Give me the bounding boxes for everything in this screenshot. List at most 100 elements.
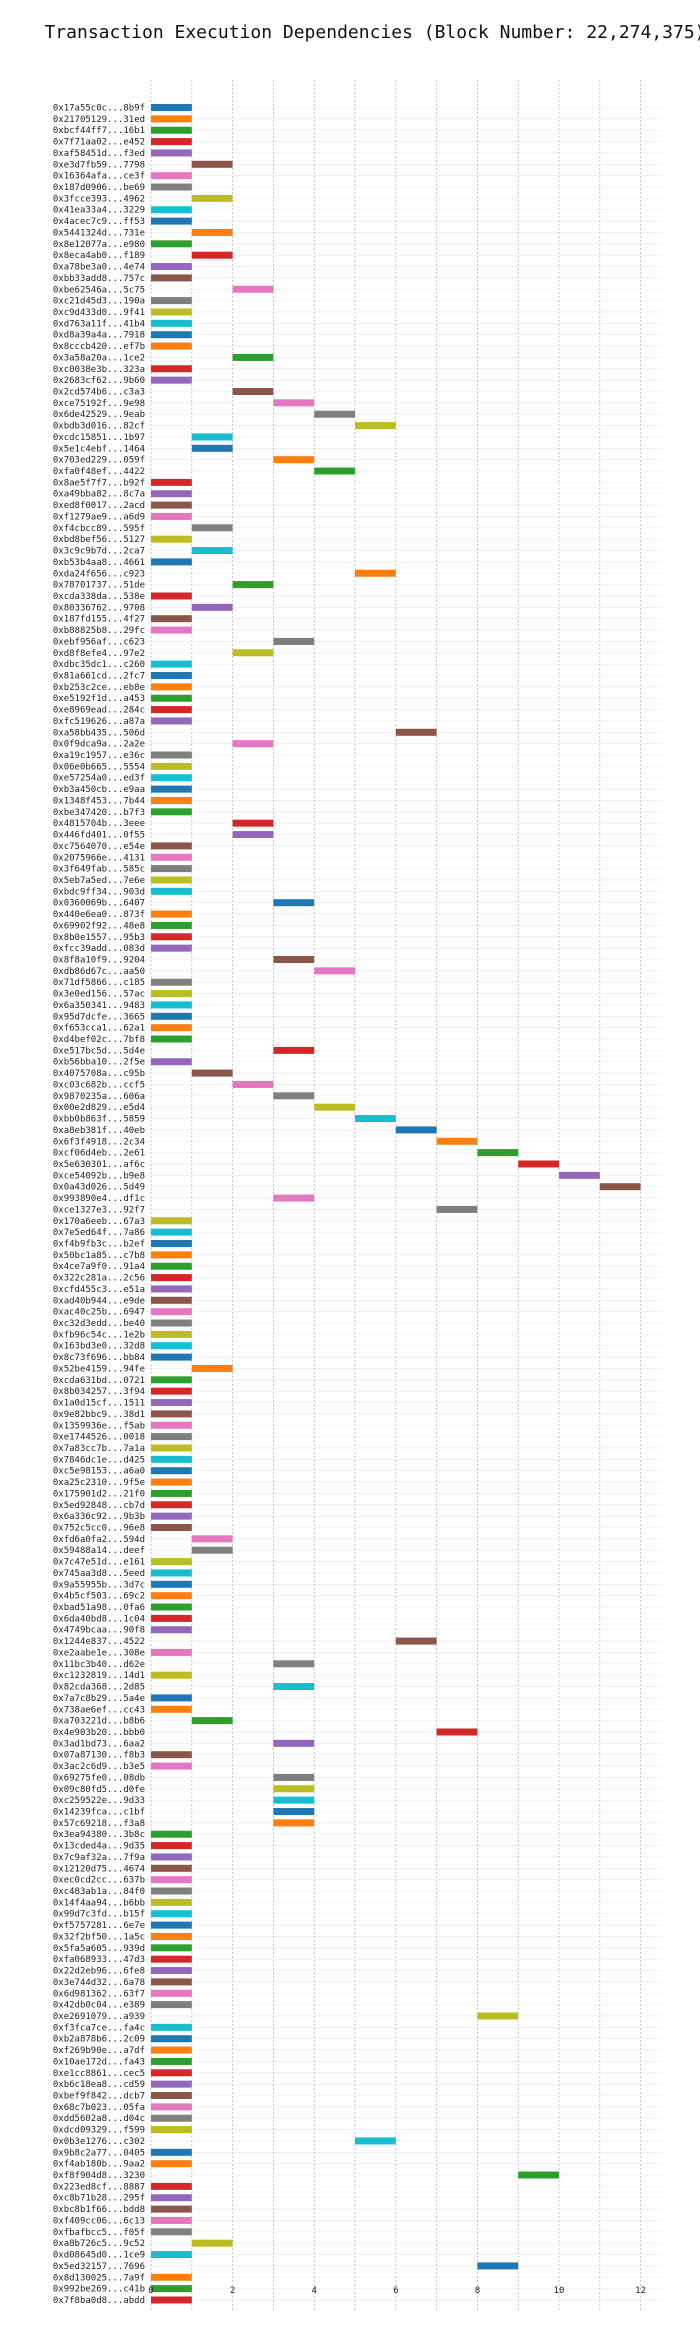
y-tick-label: 0x3c9c9b7d...2ca7 (53, 547, 145, 557)
tx-bar (151, 512, 192, 520)
y-tick-label: 0xf4b9fb3c...b2ef (53, 1240, 145, 1250)
tx-bar (151, 762, 192, 770)
tx-bar (151, 1467, 192, 1475)
y-tick-label: 0x12120d75...4674 (53, 1864, 145, 1874)
y-tick-label: 0x175901d2...21f0 (53, 1489, 145, 1499)
x-tick-labels: 0 2 4 6 8 10 12 (148, 2286, 646, 2296)
y-tick-label: 0xe57254a0...ed3f (53, 774, 145, 784)
y-tick-label: 0xd8a39a4a...7918 (53, 331, 145, 341)
y-tick-label: 0xa25c2310...9f5e (53, 1478, 145, 1488)
tx-bar (151, 1864, 192, 1872)
tx-bar (151, 785, 192, 793)
y-tick-label: 0x13cded4a...9d35 (53, 1842, 145, 1852)
y-tick-label: 0xc03c682b...ccf5 (53, 1080, 145, 1090)
y-tick-label: 0x0a43d026...5d49 (53, 1183, 145, 1193)
tx-bar (395, 1637, 437, 1645)
tx-bar (232, 581, 274, 589)
tx-bar (191, 603, 233, 611)
tx-bar (151, 1898, 192, 1906)
y-tick-label: 0x3ea94380...3b8c (53, 1830, 145, 1840)
tx-bar (151, 1978, 192, 1986)
y-tick-label: 0x446fd401...0f55 (53, 831, 145, 841)
tx-bar (151, 1762, 192, 1770)
tx-bar (151, 2103, 192, 2111)
tx-bar (436, 1205, 478, 1213)
y-tick-label: 0xbd8bef56...5127 (53, 535, 145, 545)
y-tick-label: 0xc8b71b28...295f (53, 2194, 145, 2204)
tx-bar (151, 217, 192, 225)
tx-bar (191, 547, 233, 555)
y-tick-label: 0x8cccb420...ef7b (53, 342, 145, 352)
tx-bar (518, 1160, 559, 1168)
tx-bar (151, 1910, 192, 1918)
y-tick-label: 0x0f9dca9a...2a2e (53, 740, 145, 750)
y-tick-label: 0x5e1c4ebf...1464 (53, 444, 145, 454)
chart-title: Transaction Execution Dependencies (Bloc… (44, 22, 700, 43)
y-tick-label: 0x5ed92848...cb7d (53, 1501, 145, 1511)
y-tick-label: 0x10ae172d...fa43 (53, 2057, 145, 2067)
y-tick-label: 0xc32d3edd...be40 (53, 1319, 145, 1329)
x-tick-label: 6 (393, 2286, 398, 2296)
tx-bar (355, 1115, 396, 1123)
y-tick-label: 0xf3fca7ce...fa4c (53, 2023, 145, 2033)
tx-bar (151, 1694, 192, 1702)
y-tick-label: 0x81a661cd...2fc7 (53, 672, 145, 682)
y-tick-label: 0x5ed32157...7696 (53, 2262, 145, 2272)
tx-bar (151, 138, 192, 146)
tx-bar (151, 1421, 192, 1429)
y-tick-label: 0xbe347420...b7f3 (53, 808, 145, 818)
tx-bar (191, 194, 233, 202)
tx-bar (314, 467, 355, 475)
tx-bar (151, 1330, 192, 1338)
tx-bar (151, 876, 192, 884)
y-tick-label: 0x59488a14...deef (53, 1546, 145, 1556)
y-tick-label: 0xc21d45d3...190a (53, 297, 145, 307)
tx-bar (599, 1183, 641, 1191)
y-tick-label: 0xb6c18ea8...cd59 (53, 2080, 145, 2090)
tx-bar (355, 2137, 396, 2145)
tx-bar (151, 694, 192, 702)
tx-bar (273, 1194, 315, 1202)
tx-bar (151, 751, 192, 759)
tx-bar (151, 978, 192, 986)
y-tick-label: 0x745aa3d8...5eed (53, 1569, 145, 1579)
tx-bar (151, 1944, 192, 1952)
tx-bar (151, 1444, 192, 1452)
tx-bar (151, 376, 192, 384)
x-tick-label: 10 (554, 2286, 565, 2296)
y-tick-label: 0xec0cd2cc...637b (53, 1876, 145, 1886)
tx-bar (151, 1671, 192, 1679)
tx-bar (151, 990, 192, 998)
tx-bar (151, 558, 192, 566)
y-tick-label: 0x21705129...31ed (53, 115, 145, 125)
tx-bar (191, 433, 233, 441)
y-tick-label: 0xd763a11f...41b4 (53, 319, 145, 329)
tx-bar (273, 1773, 315, 1781)
tx-bar (151, 842, 192, 850)
tx-bar (151, 1399, 192, 1407)
y-tick-label: 0xb253c2ce...eb8e (53, 683, 145, 693)
y-tick-label: 0xcdc15851...1b97 (53, 433, 145, 443)
y-tick-label: 0x52be4159...94fe (53, 1364, 145, 1374)
y-tick-label: 0xce1327e3...92f7 (53, 1205, 145, 1215)
tx-bar (151, 1001, 192, 1009)
y-tick-label: 0x2cd574b6...c3a3 (53, 388, 145, 398)
tx-bar (151, 683, 192, 691)
tx-bar (273, 956, 315, 963)
y-tick-label: 0x2075966e...4131 (53, 853, 145, 863)
y-tick-label: 0x41ea33a4...3229 (53, 206, 145, 216)
tx-bar (273, 1683, 315, 1691)
y-tick-label: 0x9b8c2a77...0405 (53, 2148, 145, 2158)
tx-bar (151, 1433, 192, 1441)
y-tick-label: 0x3fcce393...4962 (53, 194, 145, 204)
grid-layer (130, 80, 661, 2312)
y-tick-label: 0x9a55955b...3d7c (53, 1580, 145, 1590)
y-tick-label: 0x8f8a10f9...9204 (53, 956, 145, 966)
tx-bar (151, 1603, 192, 1611)
y-tick-label: 0x3a58a20a...1ce2 (53, 353, 145, 363)
tx-bar (151, 2228, 192, 2236)
tx-bar (151, 1932, 192, 1940)
tx-bar (151, 490, 192, 498)
y-tick-label: 0x8d130025...7a9f (53, 2273, 145, 2283)
